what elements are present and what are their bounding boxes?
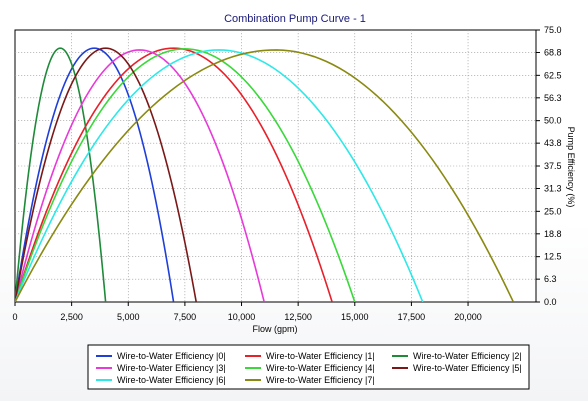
y-tick-label: 0.0	[544, 297, 557, 307]
series-line-1	[15, 47, 333, 302]
y-tick-label: 62.5	[544, 70, 562, 80]
legend: Wire-to-Water Efficiency |0| Wire-to-Wate…	[96, 351, 522, 385]
x-tick-label: 10,000	[228, 312, 256, 322]
y-tick-label: 25.0	[544, 206, 562, 216]
y-tick-label: 56.3	[544, 93, 562, 103]
x-tick-label: 2,500	[60, 312, 83, 322]
x-tick-label: 0	[12, 312, 17, 322]
legend-label-7: Wire-to-Water Efficiency |7|	[266, 375, 375, 385]
x-tick-label: 7,500	[174, 312, 197, 322]
y-axis-label: Pump Efficiency (%)	[566, 127, 576, 208]
legend-box	[87, 344, 530, 390]
x-tick-label: 20,000	[454, 312, 482, 322]
series-line-6	[15, 49, 424, 302]
chart-title: Combination Pump Curve - 1	[224, 13, 366, 25]
x-tick-label: 17,500	[398, 312, 426, 322]
legend-label-1: Wire-to-Water Efficiency |1|	[266, 351, 375, 361]
legend-label-3: Wire-to-Water Efficiency |3|	[117, 363, 226, 373]
series-line-2	[15, 47, 107, 302]
legend-label-4: Wire-to-Water Efficiency |4|	[266, 363, 375, 373]
y-tick-label: 6.3	[544, 274, 557, 284]
legend-label-6: Wire-to-Water Efficiency |6|	[117, 375, 226, 385]
y-axis-ticks: 0.0 6.3 12.5 18.8 25.0 31.3 37.5 43.8 50.0 56.3 62…	[536, 25, 562, 307]
legend-label-5: Wire-to-Water Efficiency |5|	[413, 363, 522, 373]
x-tick-label: 12,500	[284, 312, 312, 322]
x-axis-ticks: 0 2,500 5,000 7,500 10,000 12,500 15,000 17,500…	[12, 302, 482, 322]
legend-label-2: Wire-to-Water Efficiency |2|	[413, 351, 522, 361]
series-lines	[15, 47, 515, 302]
y-tick-label: 37.5	[544, 161, 562, 171]
y-tick-label: 18.8	[544, 229, 562, 239]
y-tick-label: 75.0	[544, 25, 562, 35]
x-tick-label: 15,000	[341, 312, 369, 322]
x-axis-label: Flow (gpm)	[252, 324, 297, 334]
y-tick-label: 50.0	[544, 116, 562, 126]
x-tick-label: 5,000	[117, 312, 140, 322]
y-tick-label: 31.3	[544, 183, 562, 193]
y-tick-label: 12.5	[544, 252, 562, 262]
grid-lines	[15, 30, 536, 302]
series-line-0	[15, 47, 175, 302]
y-tick-label: 43.8	[544, 138, 562, 148]
legend-label-0: Wire-to-Water Efficiency |0|	[117, 351, 226, 361]
y-tick-label: 68.8	[544, 47, 562, 57]
series-line-5	[15, 47, 198, 302]
series-line-3	[15, 49, 265, 302]
series-line-4	[15, 48, 356, 302]
series-line-7	[15, 49, 515, 302]
